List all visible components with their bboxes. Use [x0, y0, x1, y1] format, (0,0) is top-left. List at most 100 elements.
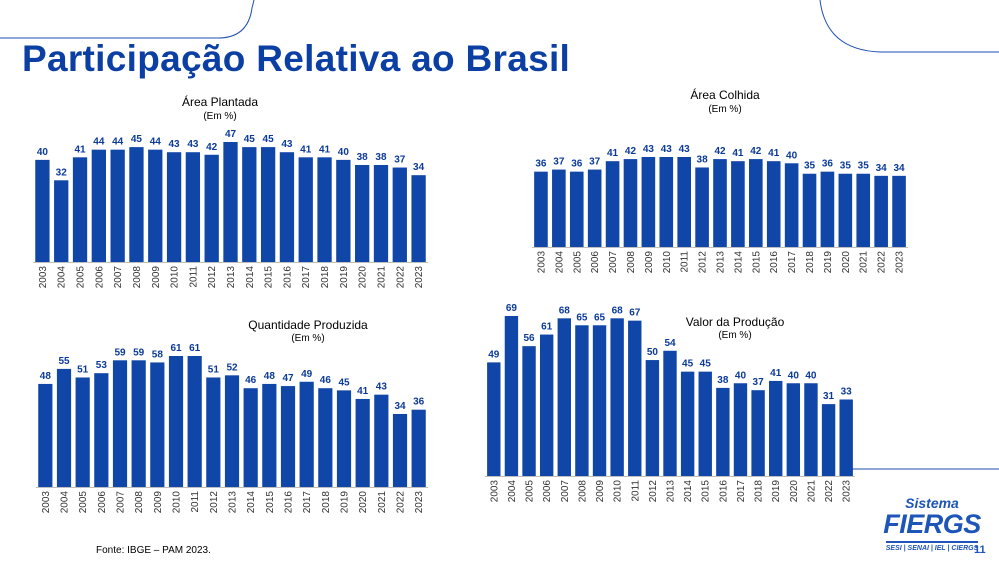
- bar-2017: [733, 383, 748, 476]
- bar-2015: [262, 383, 277, 487]
- x-tick-label: 2023: [895, 251, 906, 274]
- chart-title: Área Colhida: [690, 88, 760, 102]
- data-label-2020: 40: [788, 370, 800, 381]
- x-tick-label: 2006: [97, 491, 108, 514]
- data-label-2005: 41: [74, 144, 86, 155]
- data-label-2021: 38: [375, 152, 387, 163]
- x-tick-label: 2017: [736, 480, 747, 503]
- data-label-2009: 58: [152, 349, 164, 360]
- data-label-2006: 53: [96, 360, 108, 371]
- x-tick-label: 2009: [151, 266, 162, 289]
- x-tick-label: 2020: [841, 251, 852, 274]
- data-label-2007: 59: [114, 347, 126, 358]
- bar-2007: [557, 318, 571, 476]
- bar-2009: [592, 325, 607, 476]
- data-label-2008: 42: [625, 146, 637, 157]
- x-tick-label: 2008: [132, 266, 143, 289]
- data-label-2003: 36: [535, 159, 547, 170]
- data-label-2023: 36: [413, 397, 425, 408]
- data-label-2022: 34: [876, 163, 888, 174]
- x-tick-label: 2016: [718, 480, 729, 503]
- data-label-2005: 51: [77, 364, 89, 375]
- bar-2003: [35, 159, 50, 262]
- bar-2014: [243, 388, 258, 487]
- x-tick-label: 2016: [769, 251, 780, 274]
- bar-2008: [129, 147, 144, 262]
- bar-2007: [110, 149, 125, 262]
- x-tick-label: 2021: [377, 491, 388, 514]
- x-tick-label: 2004: [57, 266, 68, 289]
- bar-2019: [336, 390, 352, 487]
- bar-2016: [280, 386, 296, 487]
- x-tick-label: 2011: [680, 251, 691, 273]
- data-label-2020: 38: [357, 152, 369, 163]
- bar-2020: [355, 398, 370, 487]
- x-tick-label: 2023: [842, 480, 853, 503]
- bar-2020: [355, 164, 370, 262]
- chart-unit: (Em %): [203, 111, 237, 122]
- x-tick-label: 2022: [877, 251, 888, 274]
- x-tick-label: 2021: [806, 480, 817, 503]
- bar-2014: [731, 161, 745, 247]
- x-tick-label: 2014: [683, 480, 694, 503]
- bar-2011: [187, 356, 202, 487]
- x-tick-label: 2014: [733, 251, 744, 274]
- data-label-2011: 61: [189, 343, 201, 354]
- page-title: Participação Relativa ao Brasil: [22, 38, 571, 79]
- x-tick-label: 2019: [823, 251, 834, 274]
- x-tick-label: 2014: [246, 491, 257, 514]
- x-tick-label: 2004: [507, 480, 518, 503]
- chart-unit: (Em %): [291, 333, 325, 344]
- data-label-2011: 67: [629, 308, 641, 319]
- bar-2022: [392, 413, 408, 487]
- bar-2017: [299, 381, 314, 487]
- x-tick-label: 2015: [701, 480, 712, 503]
- data-label-2012: 42: [206, 142, 218, 153]
- bar-2005: [72, 157, 88, 262]
- data-label-2007: 44: [112, 137, 124, 148]
- data-label-2022: 37: [394, 155, 406, 166]
- data-label-2010: 43: [169, 139, 181, 150]
- x-tick-label: 2021: [376, 266, 387, 289]
- bar-2004: [504, 316, 519, 476]
- bar-2003: [38, 383, 53, 487]
- data-label-2014: 41: [732, 148, 744, 159]
- bar-2018: [802, 173, 817, 247]
- bar-2004: [54, 180, 69, 262]
- data-label-2018: 41: [319, 144, 331, 155]
- bar-2013: [713, 159, 727, 247]
- data-label-2007: 68: [559, 305, 571, 316]
- data-label-2017: 49: [301, 369, 313, 380]
- data-label-2015: 48: [264, 371, 276, 382]
- x-tick-label: 2015: [751, 251, 762, 274]
- bar-2004: [552, 169, 566, 247]
- x-tick-label: 2012: [209, 491, 220, 514]
- bar-2005: [569, 171, 584, 247]
- data-label-2009: 43: [643, 144, 655, 155]
- bar-2016: [766, 161, 781, 247]
- x-tick-label: 2007: [113, 266, 124, 289]
- x-tick-label: 2003: [536, 251, 547, 274]
- data-label-2012: 51: [208, 364, 220, 375]
- data-label-2015: 45: [700, 359, 712, 370]
- data-label-2021: 35: [858, 161, 870, 172]
- bar-2008: [131, 360, 146, 487]
- data-label-2019: 41: [770, 368, 782, 379]
- bar-plot-valor-producao: 49 2003 69 2004 56 2005 61 2006 68 2007 65 2008 65 20…: [485, 303, 855, 503]
- x-tick-label: 2004: [554, 251, 565, 274]
- data-label-2019: 40: [338, 147, 350, 158]
- page-number: 11: [974, 544, 986, 556]
- data-label-2008: 45: [131, 134, 143, 145]
- x-tick-label: 2020: [358, 266, 369, 289]
- data-label-2023: 34: [893, 163, 905, 174]
- top-right-decoration: [819, 0, 999, 53]
- bar-2006: [91, 149, 106, 262]
- x-tick-label: 2006: [542, 480, 553, 503]
- x-tick-label: 2017: [302, 491, 313, 514]
- data-label-2021: 43: [376, 382, 388, 393]
- bar-2022: [874, 175, 888, 247]
- data-label-2017: 41: [300, 144, 312, 155]
- chart-unit: (Em %): [718, 330, 752, 341]
- bar-2013: [663, 350, 677, 476]
- bar-2018: [317, 157, 332, 262]
